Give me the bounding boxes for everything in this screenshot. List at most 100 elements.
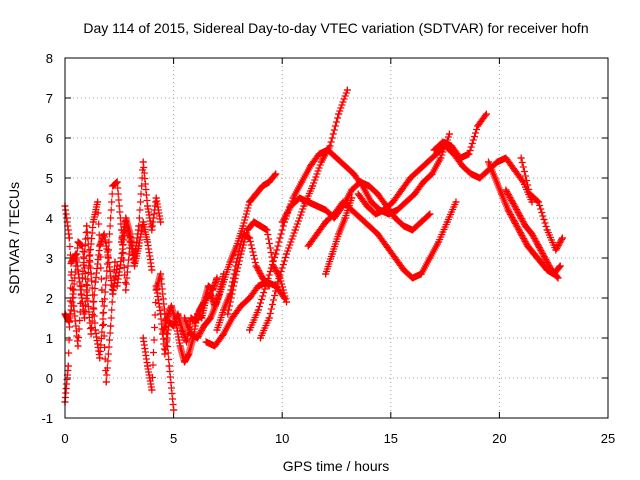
series-track-11 (213, 230, 273, 334)
data-point (144, 238, 152, 246)
data-point (313, 202, 321, 210)
data-point (213, 298, 221, 306)
data-point (400, 222, 408, 230)
data-point (65, 318, 73, 326)
data-point (324, 146, 332, 154)
data-point (328, 250, 336, 258)
data-point (180, 314, 188, 322)
data-point (78, 242, 86, 250)
data-point (445, 130, 453, 138)
data-point (424, 158, 432, 166)
data-point (263, 226, 271, 234)
data-point (131, 262, 139, 270)
data-point (417, 218, 425, 226)
data-point (198, 314, 206, 322)
data-point (315, 150, 323, 158)
marker-trace (113, 218, 156, 290)
data-point (458, 162, 466, 170)
y-tick-label: 2 (46, 291, 53, 306)
data-point (102, 378, 110, 386)
data-point (126, 234, 134, 242)
x-tick-label: 10 (275, 431, 289, 446)
data-point (254, 282, 262, 290)
data-point (100, 230, 108, 238)
x-tick-label: 0 (61, 431, 68, 446)
data-point (367, 198, 375, 206)
data-point (491, 174, 499, 182)
data-point (193, 334, 201, 342)
data-point (335, 230, 343, 238)
data-point (122, 286, 130, 294)
chart-title: Day 114 of 2015, Sidereal Day-to-day VTE… (83, 20, 588, 36)
data-point (317, 158, 325, 166)
data-point (417, 270, 425, 278)
series-track-9 (180, 170, 280, 342)
data-markers (61, 86, 566, 414)
data-point (519, 178, 527, 186)
data-point (508, 198, 516, 206)
data-point (111, 258, 119, 266)
data-point (482, 110, 490, 118)
data-point (426, 210, 434, 218)
data-point (289, 194, 297, 202)
x-tick-label: 20 (492, 431, 506, 446)
data-point (552, 246, 560, 254)
y-tick-label: 8 (46, 51, 53, 66)
data-point (278, 218, 286, 226)
data-point (100, 302, 108, 310)
data-point (365, 222, 373, 230)
data-point (65, 234, 73, 242)
data-point (415, 166, 423, 174)
data-point (435, 238, 443, 246)
data-point (220, 278, 228, 286)
data-point (170, 406, 178, 414)
data-point (456, 154, 464, 162)
data-point (330, 210, 338, 218)
data-point (448, 142, 456, 150)
data-point (272, 170, 280, 178)
data-point (363, 202, 371, 210)
data-point (409, 274, 417, 282)
data-point (428, 170, 436, 178)
data-point (511, 218, 519, 226)
plot-frame (64, 57, 609, 419)
data-point (554, 274, 562, 282)
data-point (237, 250, 245, 258)
data-point (341, 162, 349, 170)
series-track-21 (502, 186, 562, 282)
data-point (83, 286, 91, 294)
data-point (393, 206, 401, 214)
data-point (348, 186, 356, 194)
data-point (272, 250, 280, 258)
data-point (224, 310, 232, 318)
data-point (265, 178, 273, 186)
data-point (283, 298, 291, 306)
data-point (226, 258, 234, 266)
data-point (252, 190, 260, 198)
data-point (350, 170, 358, 178)
data-point (239, 222, 247, 230)
data-point (287, 202, 295, 210)
data-point (148, 226, 156, 234)
data-point (246, 294, 254, 302)
y-tick-label: 4 (46, 211, 53, 226)
data-point (104, 254, 112, 262)
data-point (113, 282, 121, 290)
data-point (498, 190, 506, 198)
data-point (283, 250, 291, 258)
data-point (207, 314, 215, 322)
data-point (493, 158, 501, 166)
data-point (356, 214, 364, 222)
data-point (504, 206, 512, 214)
data-point (83, 222, 91, 230)
data-point (157, 310, 165, 318)
data-point (193, 310, 201, 318)
data-point (178, 326, 186, 334)
data-point (85, 262, 93, 270)
data-point (537, 258, 545, 266)
data-point (474, 122, 482, 130)
data-point (144, 362, 152, 370)
data-point (230, 278, 238, 286)
data-point (117, 254, 125, 262)
y-tick-label: 6 (46, 131, 53, 146)
